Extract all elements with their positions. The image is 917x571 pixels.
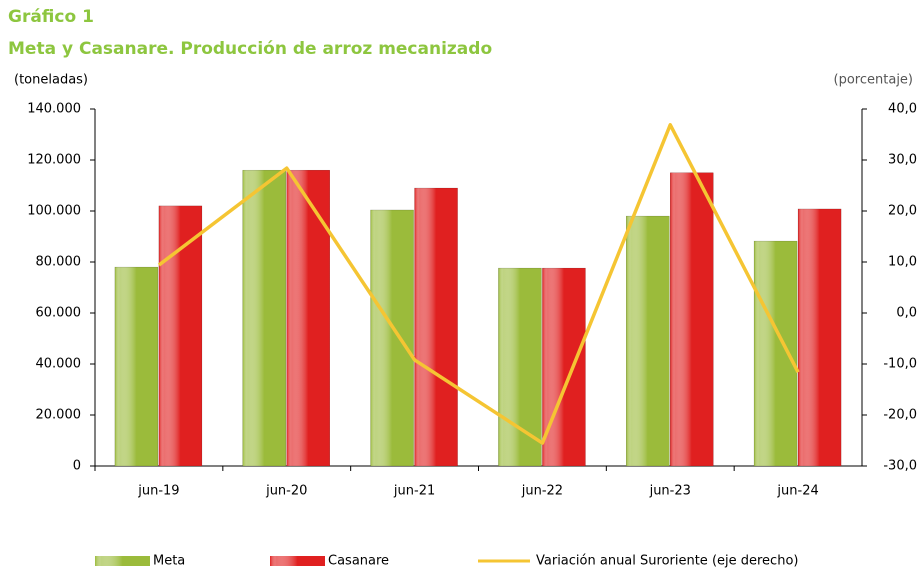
x-tick-label: jun-19 xyxy=(137,484,179,499)
chart-subtitle: Meta y Casanare. Producción de arroz mec… xyxy=(8,39,492,59)
x-tick-label: jun-24 xyxy=(776,484,818,499)
bar-shade xyxy=(158,205,203,467)
y2-tick-label: 30,0 xyxy=(888,153,917,168)
y2-tick-label: 0,0 xyxy=(896,306,917,321)
y-tick-label: 140.000 xyxy=(27,102,81,117)
y2-tick-label: 20,0 xyxy=(888,204,917,219)
legend-label: Meta xyxy=(153,554,185,569)
y-tick-label: 100.000 xyxy=(27,204,81,219)
bar-shade xyxy=(670,172,714,467)
bar-shade xyxy=(797,208,842,467)
y-tick-label: 60.000 xyxy=(36,306,82,321)
bar-shade xyxy=(542,267,586,467)
legend-swatch-shade xyxy=(270,556,325,566)
y2-tick-label: -10,0 xyxy=(883,357,917,372)
bar-shade xyxy=(626,215,670,467)
bar-shade xyxy=(753,240,798,467)
legend-label: Variación anual Suroriente (eje derecho) xyxy=(536,554,798,569)
x-tick-label: jun-21 xyxy=(393,484,435,499)
legend-swatch-shade xyxy=(95,556,150,566)
bar-shade xyxy=(286,169,330,467)
y2-axis-label: (porcentaje) xyxy=(834,73,913,88)
x-tick-label: jun-20 xyxy=(265,484,307,499)
y-tick-label: 20.000 xyxy=(36,408,82,423)
y-tick-label: 80.000 xyxy=(36,255,82,270)
y2-tick-label: -30,0 xyxy=(883,459,917,474)
bar-shade xyxy=(414,187,458,467)
chart-title: Gráfico 1 xyxy=(8,7,94,27)
y-tick-label: 120.000 xyxy=(27,153,81,168)
bar-shade xyxy=(242,169,286,467)
legend-label: Casanare xyxy=(328,554,389,569)
y2-tick-label: 10,0 xyxy=(888,255,917,270)
y-axis-label: (toneladas) xyxy=(14,73,88,88)
y2-tick-label: -20,0 xyxy=(883,408,917,423)
x-tick-label: jun-23 xyxy=(649,484,691,499)
y2-tick-label: 40,0 xyxy=(888,102,917,117)
line xyxy=(157,123,800,445)
y-tick-label: 0 xyxy=(73,459,81,474)
bar-shade xyxy=(114,266,159,467)
y-tick-label: 40.000 xyxy=(36,357,82,372)
x-tick-label: jun-22 xyxy=(521,484,563,499)
bar-shade xyxy=(498,267,542,467)
bar-shade xyxy=(370,209,414,467)
